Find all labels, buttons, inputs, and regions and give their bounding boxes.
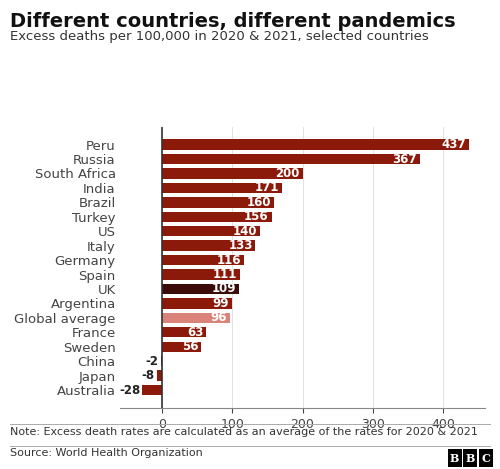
Text: 116: 116 xyxy=(216,254,240,266)
Text: 171: 171 xyxy=(255,182,280,195)
Text: C: C xyxy=(481,453,490,464)
Text: 99: 99 xyxy=(212,297,229,310)
Bar xyxy=(162,298,232,309)
Text: Source: World Health Organization: Source: World Health Organization xyxy=(10,448,203,458)
Bar xyxy=(142,385,162,395)
Text: 160: 160 xyxy=(247,196,272,209)
Text: -8: -8 xyxy=(142,369,154,382)
Text: 56: 56 xyxy=(182,340,198,353)
Text: 63: 63 xyxy=(187,326,204,339)
Text: 200: 200 xyxy=(276,167,299,180)
Bar xyxy=(162,168,302,179)
Text: -2: -2 xyxy=(146,355,158,368)
Text: 109: 109 xyxy=(212,282,236,295)
Bar xyxy=(160,356,162,366)
Text: -28: -28 xyxy=(119,384,141,397)
Bar xyxy=(162,197,274,208)
Bar xyxy=(162,226,260,236)
Bar xyxy=(162,241,256,251)
Bar xyxy=(162,154,419,164)
Text: Note: Excess death rates are calculated as an average of the rates for 2020 & 20: Note: Excess death rates are calculated … xyxy=(10,427,478,437)
Text: 437: 437 xyxy=(442,138,466,151)
Text: 156: 156 xyxy=(244,210,269,223)
Bar xyxy=(162,269,240,280)
Bar xyxy=(162,183,282,193)
Text: 111: 111 xyxy=(213,268,237,281)
Text: B: B xyxy=(466,453,474,464)
Bar xyxy=(162,255,244,265)
Bar xyxy=(162,139,469,150)
Text: 367: 367 xyxy=(392,152,417,166)
Bar xyxy=(162,212,272,222)
Bar xyxy=(156,371,162,381)
Text: Excess deaths per 100,000 in 2020 & 2021, selected countries: Excess deaths per 100,000 in 2020 & 2021… xyxy=(10,30,429,44)
Bar xyxy=(162,313,230,323)
Text: B: B xyxy=(450,453,459,464)
Bar xyxy=(162,341,202,352)
Bar xyxy=(162,327,206,338)
Bar xyxy=(162,284,238,294)
Text: Different countries, different pandemics: Different countries, different pandemics xyxy=(10,12,456,31)
Text: 140: 140 xyxy=(233,225,258,238)
Text: 96: 96 xyxy=(210,311,226,325)
Text: 133: 133 xyxy=(228,239,252,252)
